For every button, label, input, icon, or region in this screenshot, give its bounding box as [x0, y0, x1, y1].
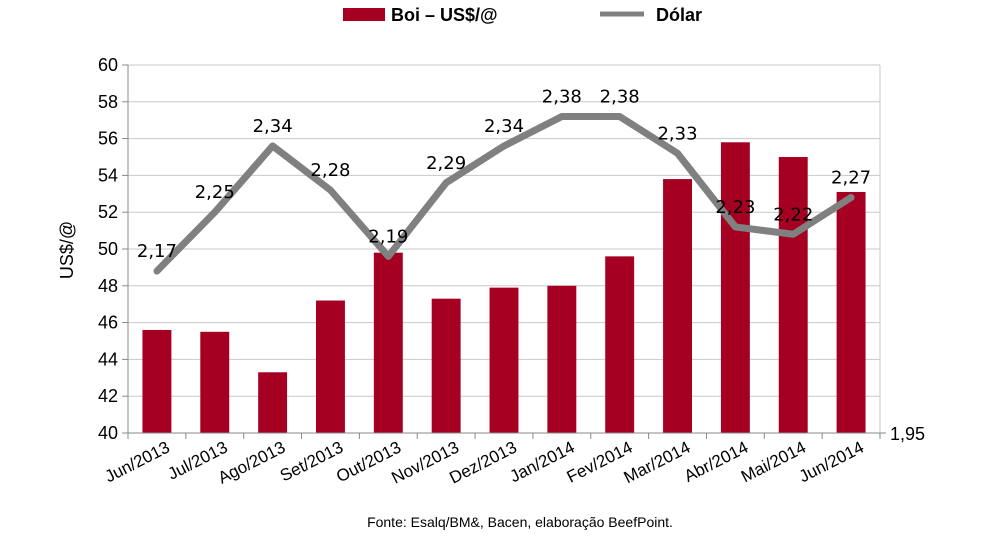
bar-boi — [663, 179, 692, 433]
y-tick-labels: 40 42 44 46 48 50 52 54 56 58 60 — [98, 55, 118, 443]
x-tick-label: Jun/2013 — [102, 438, 173, 487]
data-label-dolar: 2,38 — [600, 87, 640, 108]
bar-boi — [142, 329, 172, 433]
data-label-dolar: 2,33 — [657, 123, 697, 144]
y-tick-label: 60 — [98, 55, 118, 75]
legend-label-boi: Boi – US$/@ — [391, 5, 498, 25]
bar-series — [142, 142, 866, 433]
plot-area: 2,17 2,25 2,34 2,28 2,19 2,29 2,34 2,38 2,38 2,33… — [98, 55, 886, 488]
bar-boi — [373, 252, 403, 433]
y-axis-title: US$/@ — [57, 221, 77, 279]
data-label-dolar: 2,22 — [773, 204, 813, 225]
legend-label-dolar: Dólar — [656, 5, 702, 25]
legend-swatch-boi — [343, 8, 385, 21]
data-label-dolar: 2,27 — [831, 167, 871, 188]
data-labels: 2,17 2,25 2,34 2,28 2,19 2,29 2,34 2,38 2,38 2,33… — [137, 87, 871, 263]
y-tick-label: 52 — [98, 202, 118, 222]
line-series — [153, 113, 855, 275]
x-tick-label: Jun/2014 — [796, 438, 867, 487]
x-tick-label: Mar/2014 — [621, 438, 694, 488]
y2-tick-label: 1,95 — [890, 424, 925, 444]
data-label-dolar: 2,34 — [253, 116, 293, 137]
y-tick-label: 58 — [98, 92, 118, 112]
bar-boi — [778, 157, 808, 433]
bar-boi — [489, 287, 519, 433]
y-tick-label: 54 — [98, 165, 118, 185]
x-tick-label: Abr/2014 — [681, 438, 751, 486]
bar-boi — [258, 372, 288, 433]
y-tick-label: 48 — [98, 276, 118, 296]
data-label-dolar: 2,38 — [542, 87, 582, 108]
data-label-dolar: 2,29 — [426, 153, 466, 174]
y-tick-label: 44 — [98, 349, 118, 369]
data-label-dolar: 2,23 — [715, 197, 755, 218]
y-tick-label: 46 — [98, 313, 118, 333]
data-label-dolar: 2,28 — [310, 160, 350, 181]
data-label-dolar: 2,25 — [195, 182, 235, 203]
y-tick-label: 56 — [98, 129, 118, 149]
bar-boi — [200, 331, 230, 433]
y-tick-label: 50 — [98, 239, 118, 259]
data-label-dolar: 2,19 — [368, 226, 408, 247]
x-tick-label: Set/2013 — [277, 438, 346, 486]
data-label-dolar: 2,17 — [137, 241, 177, 262]
x-tick-label: Dez/2013 — [446, 438, 519, 488]
y-tick-label: 42 — [98, 386, 118, 406]
bar-boi — [431, 298, 461, 433]
line-dolar — [153, 113, 855, 275]
chart-source: Fonte: Esalq/BM&, Bacen, elaboração Beef… — [367, 514, 673, 530]
bar-boi — [547, 285, 577, 433]
y-tick-label: 40 — [98, 423, 118, 443]
bar-boi — [605, 256, 635, 433]
bar-boi — [720, 142, 750, 433]
bar-boi — [836, 191, 866, 433]
x-tick-label: Ago/2013 — [215, 438, 288, 488]
x-tick-labels: Jun/2013Jul/2013Ago/2013Set/2013Out/2013… — [102, 438, 867, 488]
x-tick-label: Mai/2014 — [738, 438, 809, 487]
x-tick-label: Jan/2014 — [507, 438, 578, 487]
legend: Boi – US$/@ Dólar — [343, 5, 702, 25]
data-label-dolar: 2,34 — [484, 116, 524, 137]
axes — [127, 65, 886, 439]
bar-boi — [316, 300, 345, 433]
